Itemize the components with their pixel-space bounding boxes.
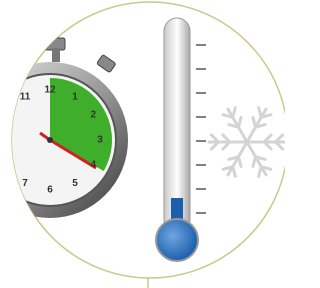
- clock-number: 4: [91, 160, 97, 171]
- clock-number: 7: [22, 178, 28, 189]
- clock-number: 1: [72, 91, 78, 102]
- clock-number: 5: [72, 178, 78, 189]
- clock-number: 8: [4, 160, 10, 171]
- clock-number: 11: [20, 91, 31, 102]
- clock-number: 12: [44, 85, 56, 96]
- clock-number: 3: [97, 135, 103, 146]
- pivot: [47, 137, 53, 143]
- clock-number: 2: [91, 110, 97, 121]
- clock-number: 6: [47, 185, 53, 196]
- stem: [52, 48, 60, 62]
- clock-number: 10: [1, 110, 13, 121]
- bulb: [156, 219, 198, 261]
